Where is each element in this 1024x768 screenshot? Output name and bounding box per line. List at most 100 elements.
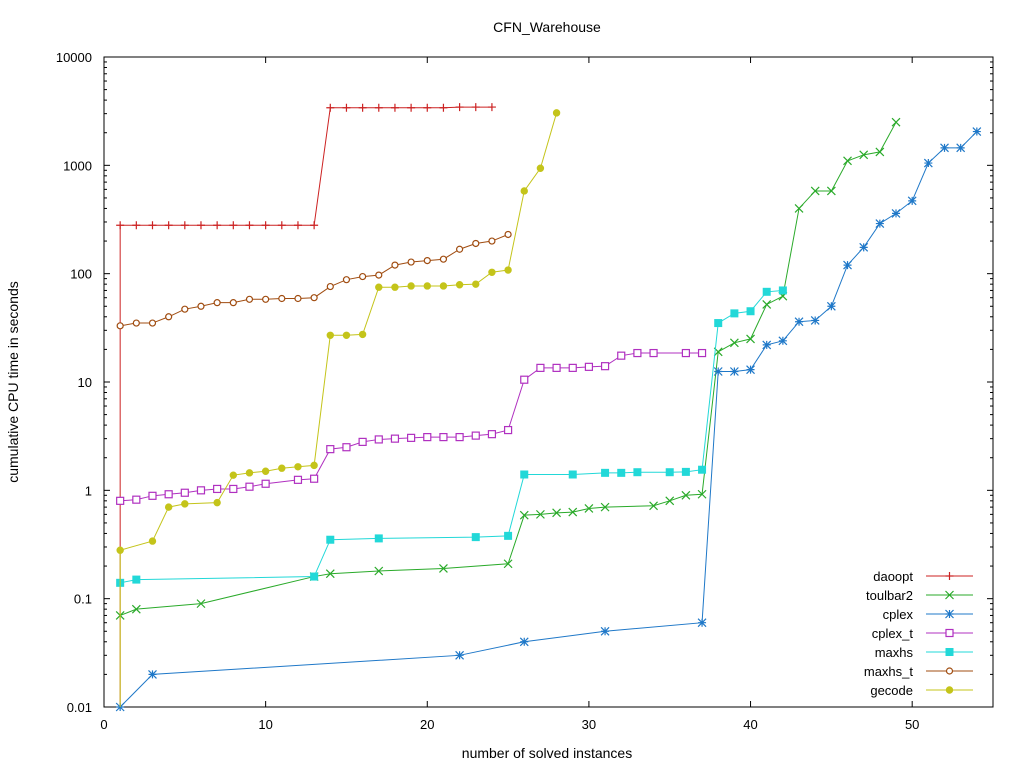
data-point-maxhs <box>617 468 626 477</box>
data-point-cplex_t <box>503 425 513 435</box>
data-point-gecode <box>164 503 173 511</box>
data-point-cplex_t <box>568 363 577 372</box>
data-point-maxhs_t <box>342 276 351 284</box>
data-point-gecode <box>294 463 302 471</box>
data-point-toulbar2 <box>794 204 804 213</box>
data-point-cplex_t <box>261 479 270 488</box>
data-point-toulbar2 <box>131 604 141 614</box>
data-point-daoopt <box>374 103 383 112</box>
data-point-cplex_t <box>487 430 497 439</box>
data-point-cplex <box>600 626 610 636</box>
data-point-cplex_t <box>196 486 206 495</box>
data-point-toulbar2 <box>826 186 836 196</box>
data-point-maxhs <box>132 575 141 584</box>
data-point-gecode <box>181 500 189 508</box>
data-point-maxhs <box>601 468 610 477</box>
data-point-gecode <box>439 282 448 290</box>
data-point-maxhs_t <box>488 237 496 245</box>
data-point-toulbar2 <box>649 501 658 511</box>
data-point-cplex <box>794 317 804 327</box>
x-axis-label: number of solved instances <box>462 745 632 761</box>
data-point-gecode <box>520 187 528 195</box>
data-point-cplex <box>713 367 723 376</box>
data-point-daoopt <box>342 103 351 112</box>
y-tick-label: 1000 <box>63 158 92 173</box>
data-point-daoopt <box>196 221 205 230</box>
data-point-gecode <box>407 282 415 290</box>
data-point-cplex_t <box>584 362 594 371</box>
series-daoopt <box>116 103 496 707</box>
data-point-cplex_t <box>116 496 125 505</box>
data-point-cplex <box>972 127 982 136</box>
data-point-maxhs <box>714 319 723 328</box>
data-point-daoopt <box>293 221 302 230</box>
data-point-cplex_t <box>617 351 626 360</box>
data-point-toulbar2 <box>600 502 610 512</box>
data-point-cplex_t <box>229 484 238 494</box>
data-point-gecode <box>423 282 431 290</box>
axis-ticks: 0 10 20 30 40 50 0.01 0.1 1 10 100 1000 10000 <box>56 50 993 732</box>
data-point-daoopt <box>390 103 399 112</box>
series-line-toulbar2 <box>119 121 897 616</box>
data-point-cplex_t <box>600 362 610 371</box>
data-point-toulbar2 <box>439 564 448 573</box>
data-point-gecode <box>504 266 512 274</box>
data-point-cplex_t <box>423 433 432 442</box>
y-tick-label: 100 <box>70 267 92 282</box>
data-point-cplex <box>826 301 836 311</box>
data-point-gecode <box>358 330 367 339</box>
data-point-cplex <box>729 367 739 376</box>
data-point-cplex <box>859 242 869 252</box>
data-point-maxhs <box>778 286 787 295</box>
data-point-toulbar2 <box>503 559 513 569</box>
legend-marker-daoopt <box>945 572 954 580</box>
data-point-daoopt <box>455 103 464 112</box>
legend-marker-maxhs <box>945 648 954 656</box>
data-point-maxhs <box>374 534 383 543</box>
data-point-cplex <box>810 316 820 325</box>
data-point-maxhs <box>665 468 674 477</box>
data-point-cplex_t <box>649 348 658 358</box>
data-point-gecode <box>229 471 238 479</box>
data-point-daoopt <box>358 103 367 112</box>
legend-label-maxhs_t: maxhs_t <box>864 664 914 679</box>
data-point-cplex_t <box>471 431 480 440</box>
data-point-maxhs_t <box>310 294 318 302</box>
data-point-gecode <box>310 461 318 470</box>
data-point-maxhs <box>471 533 480 542</box>
data-point-daoopt <box>164 221 173 230</box>
legend-label-cplex_t: cplex_t <box>872 626 914 641</box>
legend-label-daoopt: daoopt <box>873 569 913 584</box>
data-point-toulbar2 <box>196 599 206 609</box>
data-point-maxhs <box>730 309 739 318</box>
data-point-toulbar2 <box>535 509 545 519</box>
data-point-toulbar2 <box>762 300 772 309</box>
data-point-daoopt <box>148 221 157 230</box>
data-point-maxhs_t <box>197 302 205 310</box>
x-tick-label: 50 <box>905 717 919 732</box>
data-point-daoopt <box>277 221 286 230</box>
data-point-maxhs <box>681 467 690 476</box>
data-point-cplex <box>891 208 901 218</box>
data-point-daoopt <box>407 103 416 112</box>
data-point-maxhs_t <box>472 239 480 248</box>
data-point-cplex <box>907 196 917 206</box>
data-point-maxhs_t <box>116 322 124 330</box>
data-point-cplex_t <box>633 348 642 358</box>
data-point-cplex <box>697 618 707 628</box>
data-point-toulbar2 <box>584 504 594 513</box>
x-tick-label: 30 <box>582 717 596 732</box>
data-point-cplex_t <box>552 363 561 372</box>
data-point-maxhs_t <box>439 255 448 263</box>
data-point-toulbar2 <box>810 186 820 196</box>
data-point-cplex <box>843 260 852 270</box>
legend-marker-gecode <box>945 686 954 694</box>
legend-label-cplex: cplex <box>883 607 914 622</box>
x-tick-label: 20 <box>420 717 434 732</box>
chart-title: CFN_Warehouse <box>493 19 601 35</box>
data-point-maxhs_t <box>132 319 140 327</box>
data-point-gecode <box>326 331 334 339</box>
data-point-maxhs <box>520 470 529 479</box>
